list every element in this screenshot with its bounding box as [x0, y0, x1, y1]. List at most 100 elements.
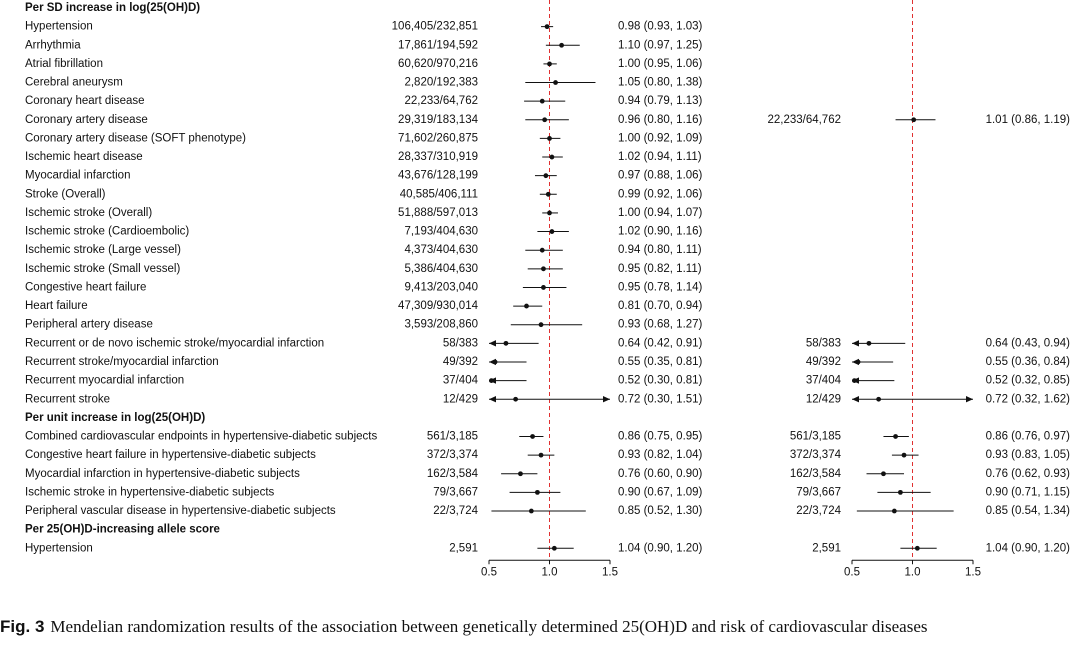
n-left: 4,373/404,630: [404, 244, 478, 256]
point-estimate-left: [492, 359, 498, 365]
figure-caption: Fig. 3 Mendelian randomization results of…: [0, 617, 1080, 641]
n-left: 29,319/183,134: [398, 114, 479, 126]
point-estimate-left: [542, 117, 548, 123]
point-estimate-right: [855, 359, 861, 365]
n-left: 51,888/597,013: [398, 207, 478, 219]
estimate-left: 0.90 (0.67, 1.09): [618, 486, 703, 498]
point-estimate-left: [528, 508, 534, 514]
n-right: 22/3,724: [796, 505, 841, 517]
estimate-left: 0.96 (0.80, 1.16): [618, 114, 703, 126]
n-left: 17,861/194,592: [398, 39, 478, 51]
row-label: Hypertension: [25, 542, 93, 554]
n-left: 37/404: [443, 375, 479, 387]
n-right: 58/383: [806, 337, 841, 349]
point-estimate-left: [545, 191, 551, 197]
point-estimate-right: [911, 117, 917, 123]
estimate-left: 1.00 (0.94, 1.07): [618, 207, 703, 219]
point-estimate-left: [530, 434, 535, 439]
point-estimate-left: [547, 210, 552, 216]
estimate-right: 0.86 (0.76, 0.97): [986, 431, 1071, 443]
row-label: Atrial fibrillation: [25, 58, 103, 70]
n-right: 2,591: [812, 542, 841, 554]
n-right: 561/3,185: [790, 431, 841, 443]
point-estimate-left: [544, 24, 550, 30]
forest-plot: Per SD increase in log(25(OH)D) Hypertens…: [25, 0, 1071, 578]
ci-arrow-left-right: [852, 340, 859, 347]
n-left: 43,676/128,199: [398, 170, 478, 182]
row-label: Coronary heart disease: [25, 95, 145, 107]
estimate-right: 0.64 (0.43, 0.94): [986, 337, 1071, 349]
point-estimate-left: [547, 61, 552, 67]
point-estimate-left: [518, 471, 523, 477]
x-tick-label-left: 1.5: [602, 566, 618, 578]
row-label: Ischemic stroke in hypertensive-diabetic…: [25, 486, 275, 498]
group-header: Per 25(OH)D-increasing allele score: [25, 524, 220, 536]
estimate-left: 1.02 (0.94, 1.11): [618, 151, 702, 163]
point-estimate-left: [535, 489, 540, 495]
point-estimate-left: [539, 98, 545, 104]
estimate-left: 0.93 (0.82, 1.04): [618, 449, 703, 461]
n-right: 49/392: [806, 356, 841, 368]
row-label: Recurrent stroke/myocardial infarction: [25, 356, 219, 368]
estimate-left: 0.95 (0.82, 1.11): [618, 263, 702, 275]
ci-arrow-left-left: [489, 340, 496, 347]
point-estimate-right: [881, 471, 886, 477]
estimate-left: 1.10 (0.97, 1.25): [618, 39, 703, 51]
n-right: 372/3,374: [790, 449, 842, 461]
estimate-left: 0.97 (0.88, 1.06): [618, 170, 703, 182]
estimate-left: 1.02 (0.90, 1.16): [618, 226, 703, 238]
n-right: 37/404: [806, 375, 842, 387]
point-estimate-left: [553, 80, 558, 85]
point-estimate-left: [538, 452, 544, 458]
row-label: Peripheral vascular disease in hypertens…: [25, 505, 336, 517]
estimate-right: 1.01 (0.86, 1.19): [986, 114, 1071, 126]
point-estimate-left: [549, 154, 555, 160]
n-left: 40,585/406,111: [400, 188, 478, 200]
n-left: 60,620/970,216: [398, 58, 478, 70]
n-left: 5,386/404,630: [404, 263, 478, 275]
point-estimate-left: [489, 378, 494, 383]
row-label: Combined cardiovascular endpoints in hyp…: [25, 431, 377, 443]
estimate-left: 0.94 (0.80, 1.11): [618, 244, 702, 256]
estimate-left: 1.05 (0.80, 1.38): [618, 77, 703, 89]
point-estimate-left: [513, 396, 519, 402]
row-label: Ischemic stroke (Large vessel): [25, 244, 181, 256]
n-left: 58/383: [443, 337, 478, 349]
row-label: Cerebral aneurysm: [25, 77, 123, 89]
point-estimate-left: [541, 266, 546, 272]
point-estimate-right: [852, 378, 857, 383]
point-estimate-left: [543, 173, 549, 179]
row-label: Ischemic stroke (Cardioembolic): [25, 226, 189, 238]
point-estimate-left: [541, 285, 546, 290]
n-left: 106,405/232,851: [392, 21, 478, 33]
caption-text: Mendelian randomization results of the a…: [50, 617, 928, 636]
point-estimate-left: [547, 136, 552, 141]
estimate-left: 1.00 (0.95, 1.06): [618, 58, 703, 70]
row-label: Hypertension: [25, 21, 93, 33]
estimate-right: 0.90 (0.71, 1.15): [986, 486, 1071, 498]
estimate-left: 0.72 (0.30, 1.51): [618, 393, 703, 405]
row-label: Ischemic stroke (Overall): [25, 207, 152, 219]
row-label: Arrhythmia: [25, 39, 81, 51]
point-estimate-left: [539, 247, 545, 253]
n-right: 12/429: [806, 393, 841, 405]
row-label: Stroke (Overall): [25, 188, 106, 200]
x-tick-label-right: 1.5: [965, 566, 981, 578]
estimate-left: 0.81 (0.70, 0.94): [618, 300, 703, 312]
estimate-left: 1.00 (0.92, 1.09): [618, 132, 703, 144]
point-estimate-right: [914, 545, 920, 551]
n-left: 162/3,584: [427, 468, 479, 480]
point-estimate-left: [551, 545, 557, 551]
ci-arrow-left-left: [489, 396, 496, 403]
n-left: 12/429: [443, 393, 478, 405]
row-label: Myocardial infarction: [25, 170, 130, 182]
estimate-right: 1.04 (0.90, 1.20): [986, 542, 1071, 554]
estimate-right: 0.76 (0.62, 0.93): [986, 468, 1071, 480]
n-left: 28,337/310,919: [398, 151, 478, 163]
n-left: 71,602/260,875: [398, 132, 478, 144]
ci-arrow-right-left: [603, 396, 610, 403]
estimate-right: 0.72 (0.32, 1.62): [986, 393, 1071, 405]
estimate-left: 0.93 (0.68, 1.27): [618, 319, 703, 331]
estimate-left: 0.55 (0.35, 0.81): [618, 356, 703, 368]
estimate-left: 0.94 (0.79, 1.13): [618, 95, 703, 107]
